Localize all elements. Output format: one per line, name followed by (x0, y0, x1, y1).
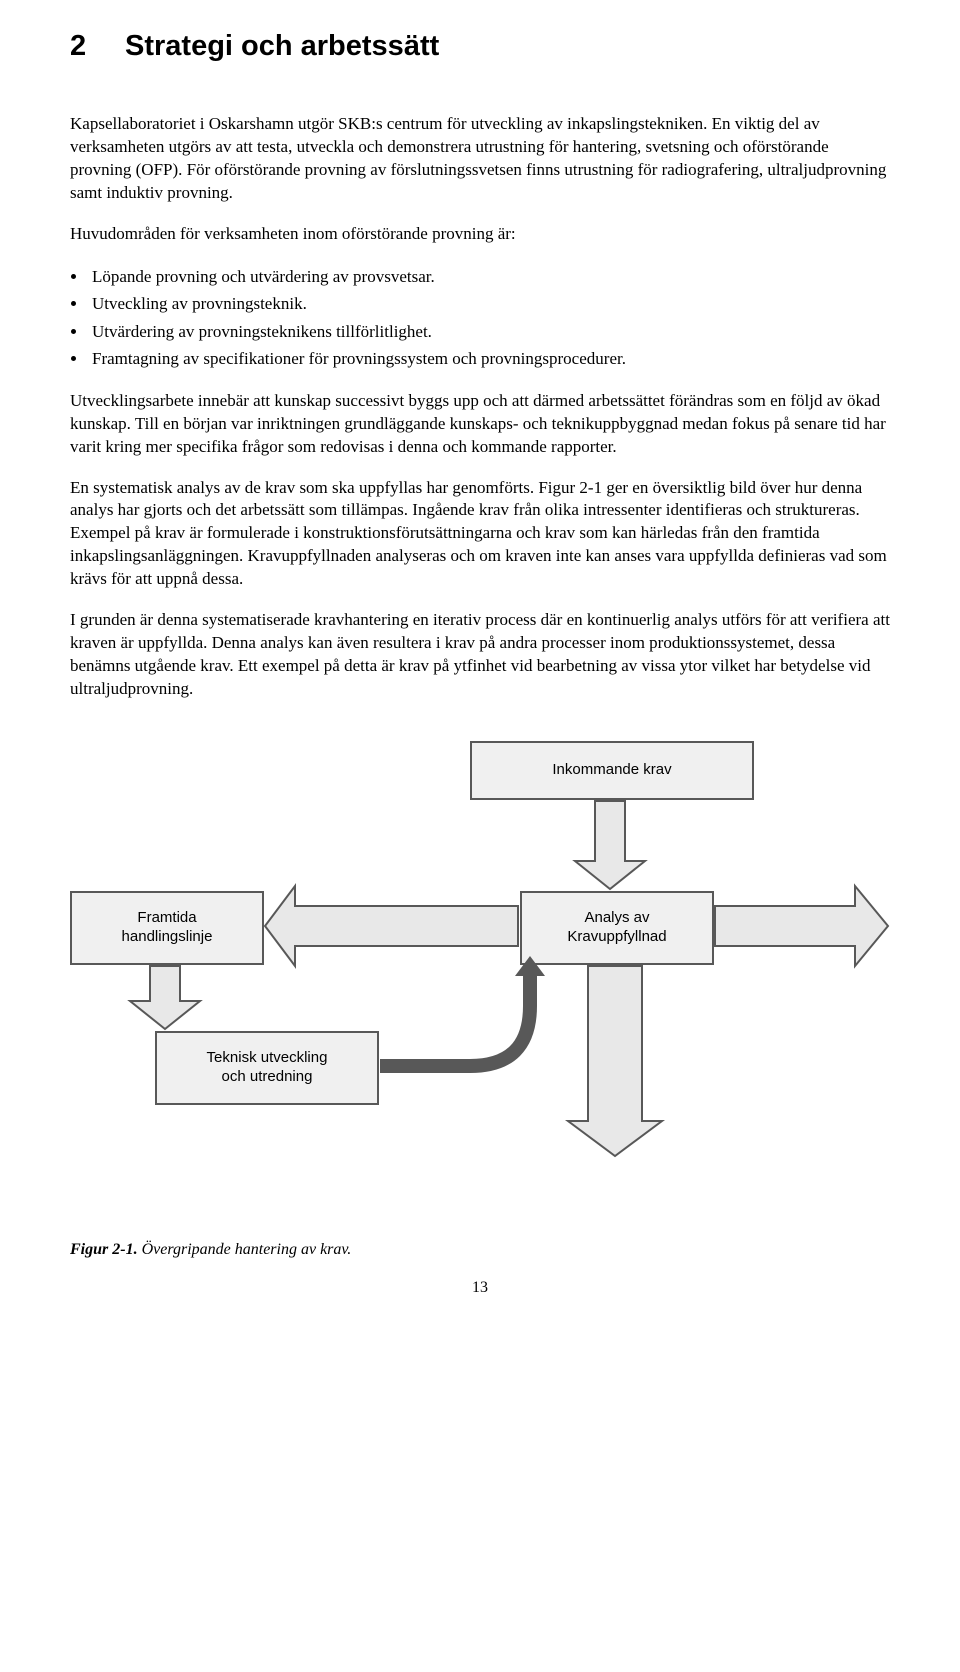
list-item: Utveckling av provningsteknik. (88, 291, 890, 317)
section-number: 2 (70, 30, 125, 63)
arrow-left-icon (265, 886, 518, 966)
section-heading: 2Strategi och arbetssätt (70, 30, 890, 63)
figure-caption: Figur 2-1. Övergripande hantering av kra… (70, 1241, 890, 1259)
list-item: Löpande provning och utvärdering av prov… (88, 264, 890, 290)
paragraph: Kapsellaboratoriet i Oskarshamn utgör SK… (70, 113, 890, 205)
arrow-head-icon (515, 956, 545, 976)
paragraph: I grunden är denna systematiserade kravh… (70, 609, 890, 701)
figure-caption-text: Övergripande hantering av krav. (142, 1241, 352, 1258)
flowchart-svg (70, 741, 890, 1201)
list-item: Framtagning av specifikationer för provn… (88, 346, 890, 372)
page-number: 13 (70, 1279, 890, 1297)
paragraph: En systematisk analys av de krav som ska… (70, 477, 890, 592)
paragraph: Utvecklingsarbete innebär att kunskap su… (70, 390, 890, 459)
arrow-down-icon (575, 801, 645, 889)
paragraph: Huvudområden för verksamheten inom oförs… (70, 223, 890, 246)
flowchart: Inkommande krav Framtida handlingslinje … (70, 741, 890, 1201)
section-title: Strategi och arbetssätt (125, 30, 439, 62)
arrow-down-icon (568, 966, 662, 1156)
arrow-curve-icon (380, 971, 530, 1066)
bullet-list: Löpande provning och utvärdering av prov… (70, 264, 890, 372)
arrow-right-icon (715, 886, 888, 966)
list-item: Utvärdering av provningsteknikens tillfö… (88, 319, 890, 345)
arrow-down-icon (130, 966, 200, 1029)
figure-number: Figur 2-1. (70, 1241, 138, 1258)
